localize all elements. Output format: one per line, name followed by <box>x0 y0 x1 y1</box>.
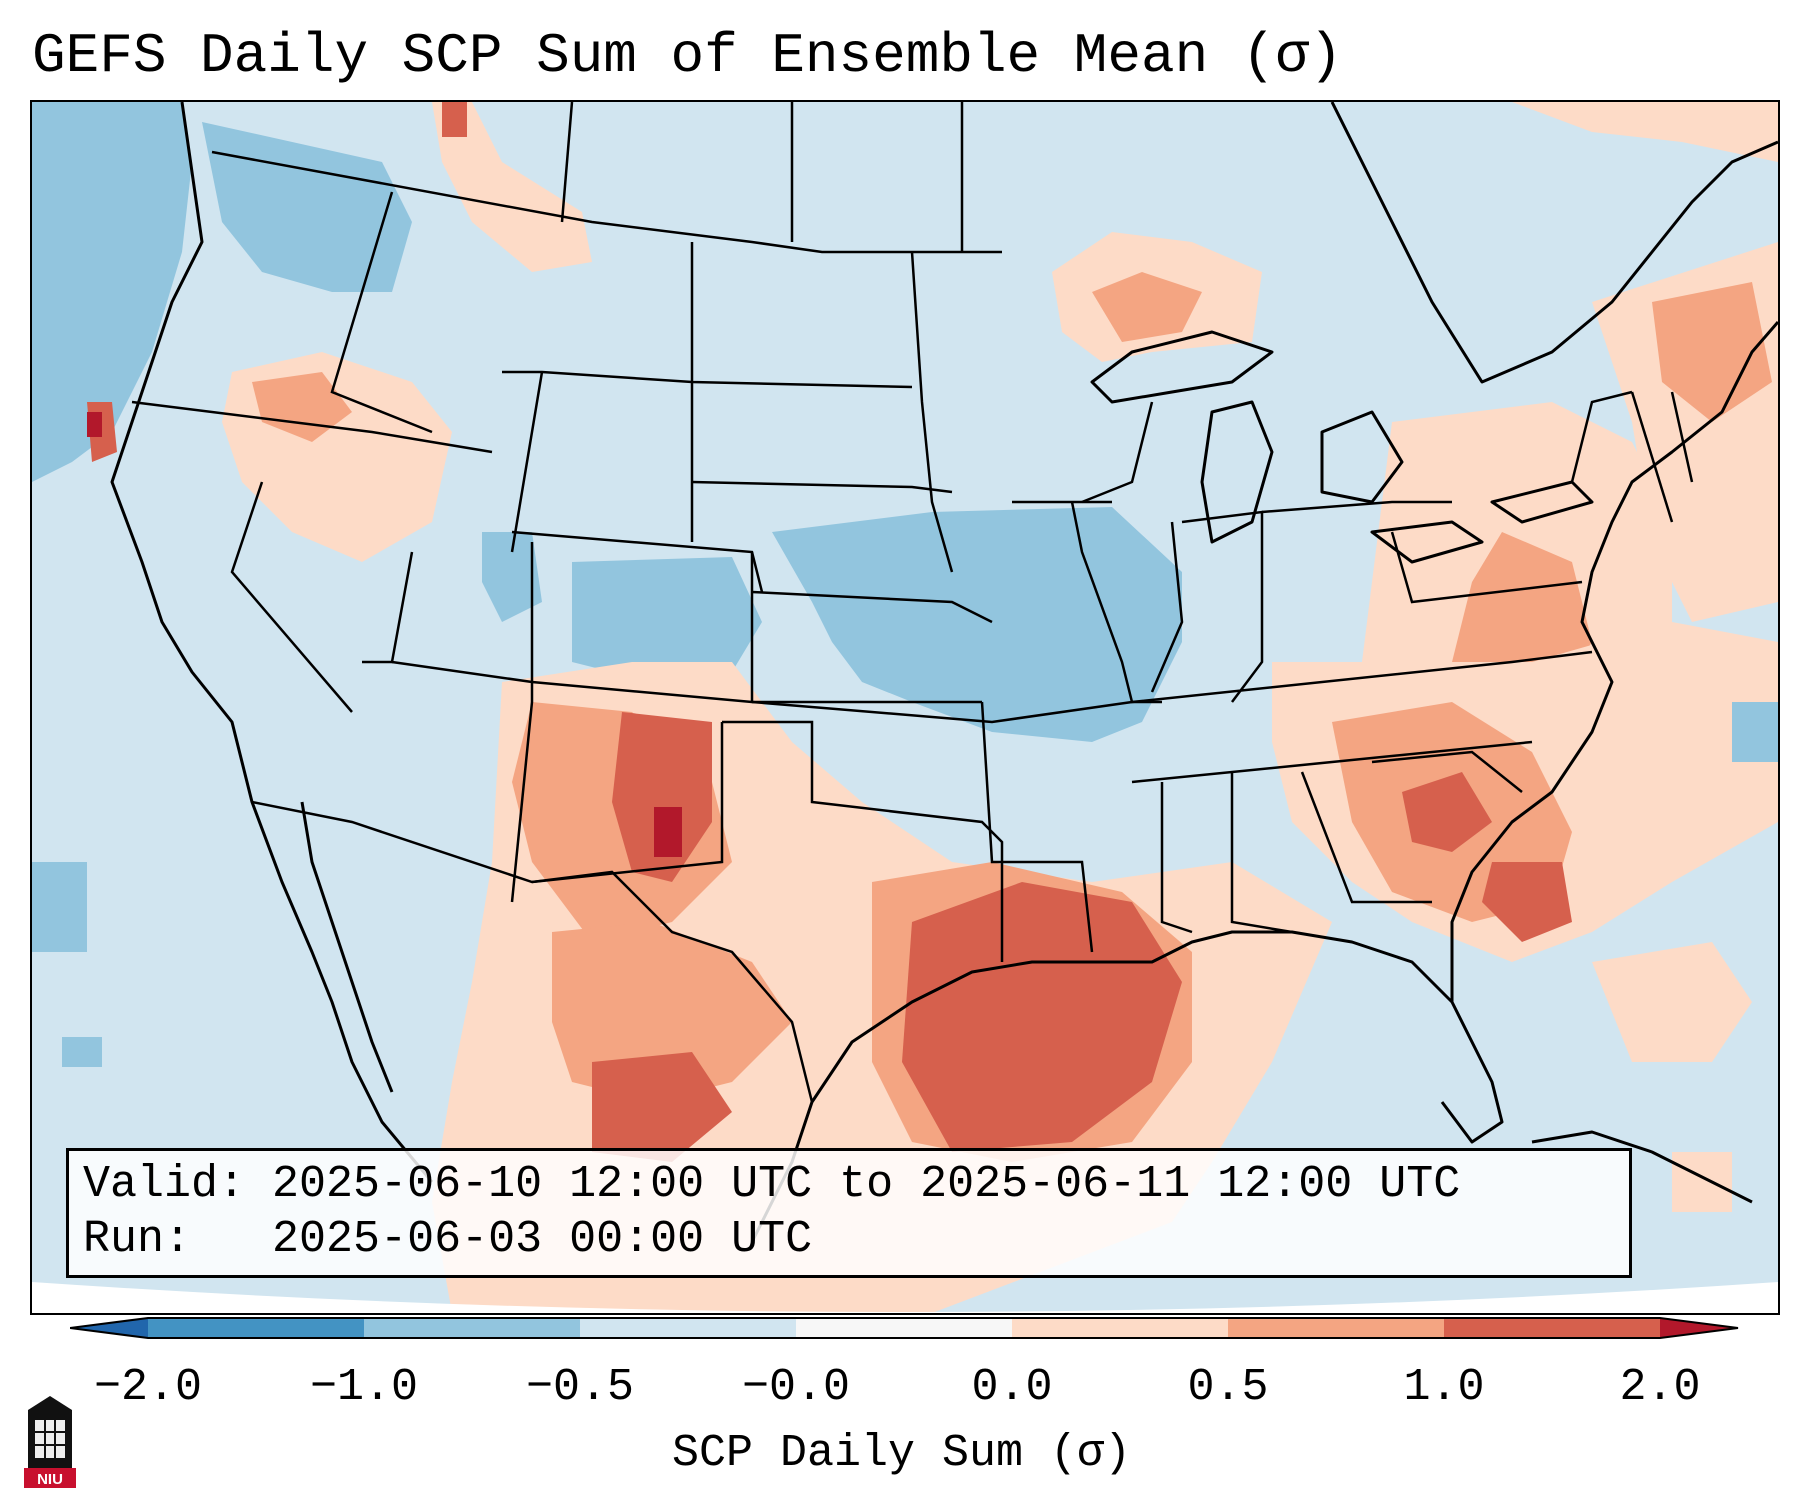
atlantic-negative-patch <box>1732 702 1778 762</box>
mexico-red-patch <box>592 1052 732 1162</box>
quebec-positive-strip <box>1512 102 1778 162</box>
logo-text: NIU <box>37 1471 63 1488</box>
colorbar-segment <box>580 1318 797 1338</box>
projection-edge <box>32 1282 1778 1313</box>
colorbar-tick-label: −1.0 <box>309 1362 419 1413</box>
west-texas-dark-red <box>654 807 682 857</box>
map-title: GEFS Daily SCP Sum of Ensemble Mean (σ) <box>32 24 1343 88</box>
mexico-border <box>251 800 814 1103</box>
new-england-mid-positive <box>1652 282 1772 422</box>
carolina-red-patch <box>1402 772 1492 852</box>
colorbar-segment <box>1012 1318 1229 1338</box>
midwest-negative-area <box>772 507 1182 742</box>
pacific-negative-patch-2 <box>62 1037 102 1067</box>
colorbar-segment <box>148 1318 365 1338</box>
colorbar-tick-label: 1.0 <box>1403 1362 1485 1413</box>
colorbar-tick-label: −2.0 <box>93 1362 203 1413</box>
colorbar-tick-label: −0.5 <box>525 1362 635 1413</box>
colorbar-under-arrow <box>70 1318 148 1338</box>
colorbar-label: SCP Daily Sum (σ) <box>671 1428 1132 1479</box>
bc-positive-area <box>432 102 592 272</box>
washington-negative-area <box>202 122 412 292</box>
colorbar-segment <box>1228 1318 1445 1338</box>
georgia-red-patch <box>1482 862 1572 942</box>
colorbar-tick-label: 0.5 <box>1187 1362 1269 1413</box>
colorbar-tick-label: 2.0 <box>1619 1362 1701 1413</box>
west-texas-red <box>612 712 712 882</box>
valid-run-info-box: Valid: 2025-06-10 12:00 UTC to 2025-06-1… <box>66 1148 1632 1278</box>
logo-banner <box>24 1468 76 1488</box>
colorado-negative-area <box>572 557 762 682</box>
colorbar-segment <box>364 1318 581 1338</box>
colorbar-tick-label: 0.0 <box>971 1362 1053 1413</box>
colorbar <box>70 1317 1739 1339</box>
niu-logo: NIU <box>24 1396 76 1488</box>
atlantic-positive-patch <box>1592 942 1752 1062</box>
run-text: 2025-06-03 00:00 UTC <box>272 1214 813 1265</box>
valid-label: Valid: <box>83 1159 246 1210</box>
california-dark-red <box>87 412 102 437</box>
gulf-red-area <box>902 882 1182 1152</box>
utah-negative-patch <box>482 532 542 622</box>
pacific-negative-patch <box>32 862 87 952</box>
colorbar-segment <box>796 1318 1013 1338</box>
scp-map <box>32 102 1778 1313</box>
bc-red-patch <box>442 102 467 137</box>
logo-window <box>35 1420 65 1458</box>
colorbar-tick-label: −0.0 <box>741 1362 851 1413</box>
run-label: Run: <box>83 1214 192 1265</box>
colorbar-segment <box>1444 1318 1661 1338</box>
state-borders <box>131 102 1694 962</box>
ontario-mid-positive <box>1092 272 1202 342</box>
caribbean-positive-patch <box>1672 1152 1732 1212</box>
map-panel <box>30 100 1780 1315</box>
pacific-negative-area <box>32 102 192 482</box>
mexico-mid-positive <box>552 922 792 1102</box>
colorbar-over-arrow <box>1660 1318 1738 1338</box>
valid-text: 2025-06-10 12:00 UTC to 2025-06-11 12:00… <box>272 1159 1461 1210</box>
oregon-mid-positive <box>252 372 352 442</box>
colorbar-outline <box>70 1317 1739 1339</box>
